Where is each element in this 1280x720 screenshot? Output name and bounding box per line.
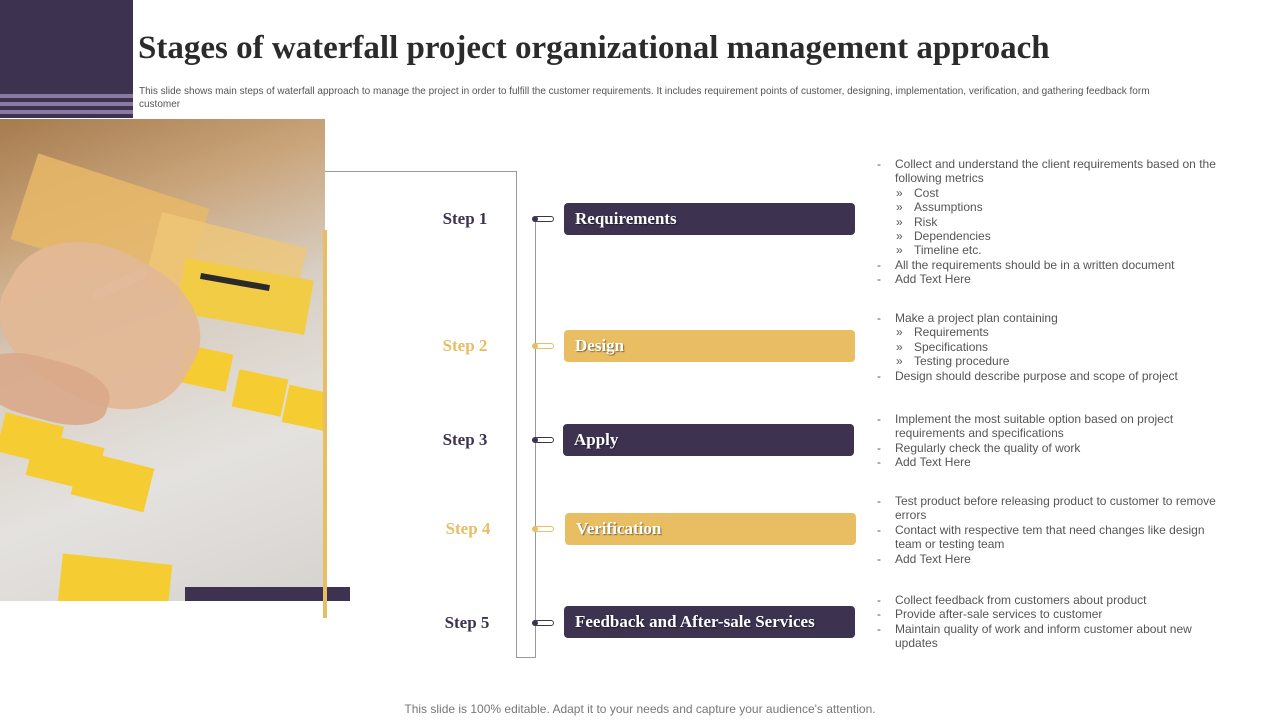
detail-subitem: Specifications [876,340,1221,355]
slide-subtitle: This slide shows main steps of waterfall… [139,86,1150,110]
detail-item: Regularly check the quality of work [876,441,1221,456]
detail-item: Add Text Here [876,455,1221,470]
detail-subitem: Timeline etc. [876,243,1221,258]
corner-decoration [0,0,133,118]
detail-item: Maintain quality of work and inform cust… [876,622,1221,651]
detail-subitem: Requirements [876,325,1221,340]
photo-accent-line [323,230,327,618]
step-title-box: Requirements [564,203,855,235]
step-label: Step 2 [442,336,488,355]
detail-subitem: Cost [876,186,1221,201]
detail-item: Implement the most suitable option based… [876,412,1221,441]
step-dot [532,343,538,349]
detail-item: Add Text Here [876,272,1221,287]
detail-item: Contact with respective tem that need ch… [876,523,1221,552]
step-title-box: Feedback and After-sale Services [564,606,855,638]
step-details: Make a project plan containing Requireme… [876,311,1221,383]
slide-footer: This slide is 100% editable. Adapt it to… [404,702,876,716]
detail-subitem: Assumptions [876,200,1221,215]
step-dot [532,437,538,443]
frame-line [516,657,536,658]
step-details: Collect feedback from customers about pr… [876,593,1221,651]
sticky-notes-photo [0,119,325,601]
detail-item: Add Text Here [876,552,1221,567]
step-label: Step 3 [442,430,488,449]
step-title-box: Verification [565,513,856,545]
step-details: Collect and understand the client requir… [876,157,1221,287]
step-label: Step 5 [444,613,490,632]
detail-item: All the requirements should be in a writ… [876,258,1221,273]
detail-item: Provide after-sale services to customer [876,607,1221,622]
step-details: Implement the most suitable option based… [876,412,1221,470]
frame-line [516,171,517,658]
step-details: Test product before releasing product to… [876,494,1221,566]
step-title-box: Design [564,330,855,362]
detail-subitem: Risk [876,215,1221,230]
corner-stripe [0,110,133,114]
detail-item: Collect feedback from customers about pr… [876,593,1221,608]
step-dot [532,216,538,222]
slide-title: Stages of waterfall project organization… [138,30,1050,66]
detail-subitem: Dependencies [876,229,1221,244]
detail-item: Test product before releasing product to… [876,494,1221,523]
frame-line [325,171,517,172]
step-dot [532,620,538,626]
step-label: Step 4 [445,519,491,538]
detail-subitem: Testing procedure [876,354,1221,369]
detail-item: Make a project plan containing [876,311,1221,326]
detail-item: Design should describe purpose and scope… [876,369,1221,384]
photo-accent-bar [185,587,350,601]
corner-stripe [0,102,133,106]
corner-stripe [0,94,133,98]
detail-item: Collect and understand the client requir… [876,157,1221,186]
step-dot [532,526,538,532]
step-label: Step 1 [442,209,488,228]
step-title-box: Apply [563,424,854,456]
